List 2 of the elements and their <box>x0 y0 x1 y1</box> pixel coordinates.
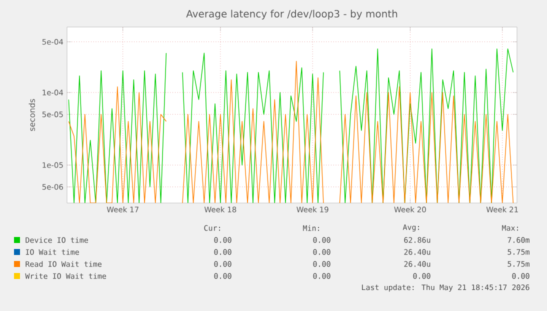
y-axis-title: seconds <box>28 99 35 131</box>
chart-title: Average latency for /dev/loop3 - by month <box>186 10 398 20</box>
